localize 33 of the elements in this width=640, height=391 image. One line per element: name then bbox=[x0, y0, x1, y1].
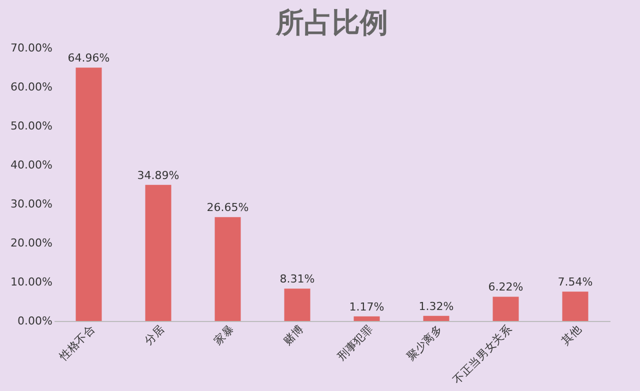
data-label: 1.17% bbox=[349, 300, 384, 314]
bar bbox=[423, 316, 450, 321]
data-label: 64.96% bbox=[68, 52, 110, 65]
y-tick-label: 70.00% bbox=[10, 42, 52, 54]
y-tick-label: 20.00% bbox=[10, 236, 52, 250]
y-tick-label: 50.00% bbox=[10, 120, 52, 132]
x-tick-label: 性格不合 bbox=[56, 322, 98, 364]
y-tick-label: 40.00% bbox=[10, 158, 52, 172]
x-tick-label: 不正当男女关系 bbox=[450, 322, 514, 386]
y-tick-label: 10.00% bbox=[10, 276, 52, 288]
data-label: 6.22% bbox=[488, 280, 524, 294]
bar bbox=[562, 292, 588, 321]
y-tick-label: 0.00% bbox=[18, 314, 52, 328]
x-tick-label: 其他 bbox=[558, 322, 584, 348]
bar bbox=[284, 288, 310, 321]
x-tick-label: 分居 bbox=[142, 322, 167, 348]
data-label: 26.65% bbox=[206, 201, 249, 214]
bar bbox=[492, 296, 519, 321]
bar bbox=[145, 184, 172, 321]
data-label: 1.32% bbox=[418, 300, 454, 313]
bar bbox=[214, 217, 241, 321]
x-tick-label: 聚少离多 bbox=[404, 322, 445, 364]
x-tick-label: 刑事犯罪 bbox=[334, 322, 376, 364]
y-tick-label: 30.00% bbox=[10, 198, 52, 210]
bar bbox=[354, 316, 380, 321]
data-label: 7.54% bbox=[558, 276, 593, 289]
data-label: 8.31% bbox=[280, 272, 315, 286]
bar bbox=[76, 68, 102, 321]
x-tick-label: 赌博 bbox=[280, 322, 306, 348]
chart-title: 所占比例 bbox=[275, 6, 388, 39]
data-label: 34.89% bbox=[137, 168, 180, 182]
x-tick-label: 家暴 bbox=[211, 322, 236, 348]
y-tick-label: 60.00% bbox=[10, 80, 52, 94]
